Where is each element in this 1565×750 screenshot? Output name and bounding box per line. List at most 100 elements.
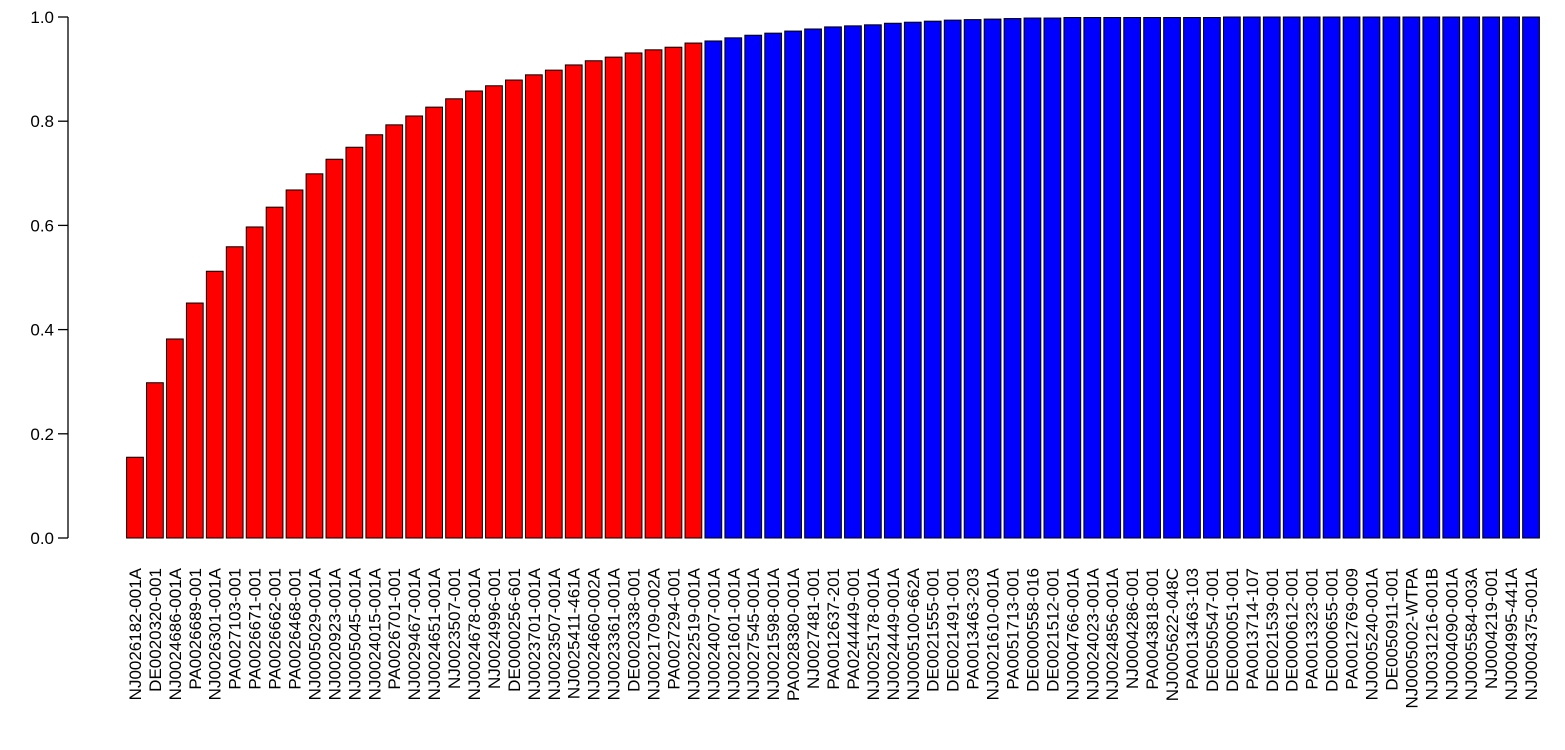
x-tick-label: PA0012637-201 <box>824 568 843 690</box>
x-tick-label: DE0000612-001 <box>1283 568 1302 692</box>
x-tick-label: NJ0020923-001A <box>325 567 344 700</box>
x-tick-label: NJ0024449-001A <box>884 567 903 700</box>
bar <box>664 46 683 539</box>
bar <box>1063 17 1082 539</box>
y-tick-label: 0.6 <box>30 216 54 235</box>
bar <box>544 69 563 539</box>
x-tick-label: PA0027294-001 <box>664 568 683 690</box>
bar <box>485 85 503 539</box>
x-tick-label: PA0013463-203 <box>964 568 983 690</box>
x-tick-label: NJ0031216-001B <box>1422 568 1441 700</box>
bar <box>1322 16 1341 539</box>
bar <box>365 134 384 539</box>
bar <box>644 49 663 539</box>
x-tick-label: DE0000256-601 <box>505 568 524 692</box>
bar <box>963 19 982 539</box>
x-tick-label: NJ0025411-461A <box>565 567 584 699</box>
bar <box>764 32 783 539</box>
bar <box>345 146 364 539</box>
x-tick-label: PA0028380-001A <box>784 567 803 701</box>
bar <box>505 79 523 539</box>
bar <box>1362 16 1381 539</box>
bar <box>1203 17 1221 539</box>
x-tick-label: DE0021491-001 <box>944 568 963 692</box>
y-tick-label: 0.0 <box>30 529 54 548</box>
x-tick-label: PA0012769-009 <box>1343 568 1362 690</box>
x-tick-label: DE0021512-001 <box>1043 568 1062 692</box>
bar <box>1402 16 1421 539</box>
x-tick-label: PA0013463-103 <box>1183 568 1202 690</box>
x-tick-label: DE0021555-001 <box>924 568 943 692</box>
x-tick-label: NJ0023361-001A <box>605 567 624 700</box>
bar <box>903 21 922 539</box>
bar <box>1422 16 1441 539</box>
bar <box>405 115 424 539</box>
bar <box>1043 17 1062 539</box>
bar <box>146 382 164 539</box>
bar <box>724 37 743 539</box>
bar <box>1262 16 1281 539</box>
bar <box>524 74 543 539</box>
bar <box>1222 16 1241 539</box>
x-tick-label: PA0043818-001 <box>1143 568 1162 690</box>
x-tick-label: NJ0005029-001A <box>305 567 324 700</box>
bar <box>1482 16 1501 539</box>
x-tick-label: PA0026671-001 <box>246 568 265 690</box>
bar <box>225 246 244 539</box>
x-tick-label: DE0020320-001 <box>146 568 165 692</box>
x-tick-label: NJ0004286-001 <box>1123 568 1142 689</box>
x-tick-label: PA0027103-001 <box>226 568 245 690</box>
bar <box>425 106 444 539</box>
x-tick-label: NJ0021598-001A <box>764 567 783 700</box>
bar <box>445 98 463 539</box>
x-tick-label: NJ0026182-001A <box>126 567 145 700</box>
bar <box>305 173 324 539</box>
y-tick-label: 0.4 <box>30 321 54 340</box>
y-tick-label: 0.2 <box>30 425 54 444</box>
bar <box>604 56 623 539</box>
x-tick-label: PA0051713-001 <box>1003 568 1022 690</box>
bar <box>624 52 643 539</box>
bar <box>784 30 802 539</box>
x-tick-label: NJ0024660-002A <box>585 567 604 700</box>
bar <box>1342 16 1361 539</box>
x-tick-label: NJ0004766-001A <box>1063 567 1082 700</box>
x-tick-label: NJ0024678-001A <box>465 567 484 700</box>
x-tick-label: NJ0024651-001A <box>425 567 444 700</box>
bar <box>1282 16 1301 539</box>
x-tick-label: NJ0024996-001 <box>485 568 504 689</box>
x-tick-label: NJ0005584-003A <box>1462 567 1481 700</box>
bar <box>684 42 703 539</box>
bar <box>1462 16 1481 539</box>
x-tick-label: NJ0027545-001A <box>744 567 763 700</box>
bar <box>564 64 583 539</box>
x-tick-label: NJ0022519-001A <box>684 567 703 700</box>
x-tick-label: PA0013323-001 <box>1303 568 1322 690</box>
bar <box>185 302 204 539</box>
bar <box>883 22 902 539</box>
x-tick-label: NJ0023701-001A <box>525 567 544 700</box>
x-tick-label: NJ0024015-001A <box>365 567 384 700</box>
x-tick-label: NJ0021610-001A <box>984 567 1003 700</box>
bar <box>1302 16 1321 539</box>
x-tick-label: NJ0004219-001 <box>1482 568 1501 689</box>
x-tick-label: NJ0024023-001A <box>1083 567 1102 700</box>
x-tick-label: NJ0021709-002A <box>645 567 664 700</box>
bar <box>1183 17 1201 539</box>
x-tick-label: DE0020338-001 <box>625 568 644 692</box>
bar <box>1442 16 1461 539</box>
x-tick-label: NJ0024856-001A <box>1103 567 1122 700</box>
x-tick-label: NJ0005240-001A <box>1362 567 1381 700</box>
x-tick-label: DE0000558-016 <box>1023 568 1042 692</box>
bar <box>1003 18 1022 539</box>
bar <box>864 24 882 539</box>
x-tick-label: DE0050911-001 <box>1382 568 1401 691</box>
y-tick-label: 1.0 <box>30 8 54 27</box>
x-tick-label: NJ0024686-001A <box>166 567 185 700</box>
x-tick-label: PA0013714-107 <box>1243 568 1262 690</box>
bar <box>804 28 822 539</box>
x-tick-label: NJ0029467-001A <box>405 567 424 700</box>
x-tick-label: NJ0026301-001A <box>206 567 225 700</box>
bar <box>1143 17 1161 539</box>
x-tick-label: DE0021539-001 <box>1263 568 1282 692</box>
